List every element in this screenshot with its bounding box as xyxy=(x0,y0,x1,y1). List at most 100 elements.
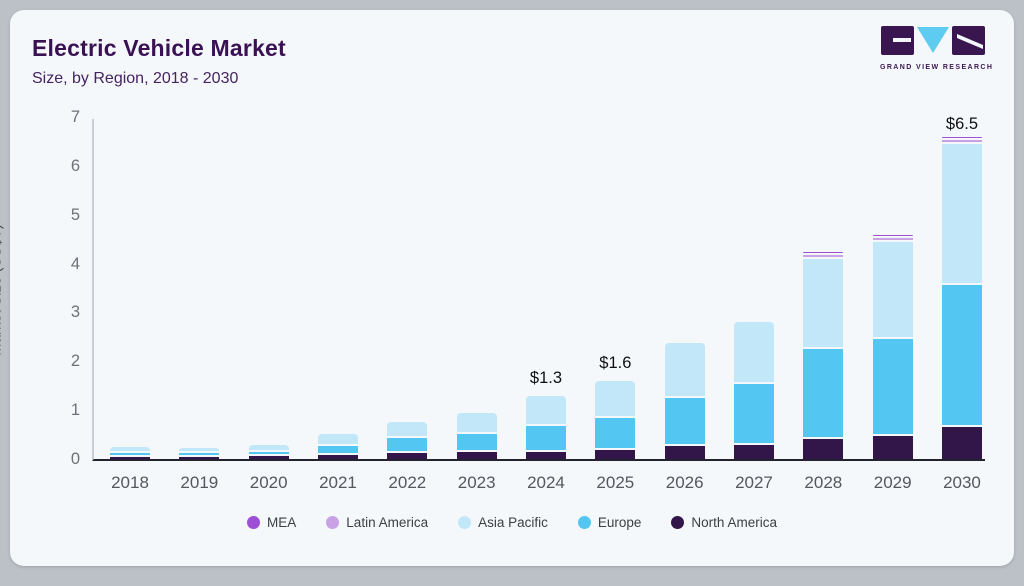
bar-segment-north-america[interactable] xyxy=(248,456,289,459)
page-subtitle: Size, by Region, 2018 - 2030 xyxy=(32,70,239,87)
legend-dot xyxy=(671,516,685,529)
bar-segment-asia-pacific[interactable] xyxy=(456,413,497,432)
bar-2025[interactable] xyxy=(595,380,636,459)
gvr-logo-mark xyxy=(881,26,985,55)
bar-2020[interactable] xyxy=(248,444,289,459)
bar-2019[interactable] xyxy=(179,447,220,459)
bar-segment-europe[interactable] xyxy=(872,338,913,435)
bar-segment-north-america[interactable] xyxy=(387,453,428,459)
bar-2023[interactable] xyxy=(456,413,497,459)
bar-segment-asia-pacific[interactable] xyxy=(110,447,150,452)
bar-segment-north-america[interactable] xyxy=(179,456,220,459)
bar-segment-europe[interactable] xyxy=(248,451,289,455)
legend-item-asia-pacific[interactable]: Asia Pacific xyxy=(458,515,548,530)
bar-segment-europe[interactable] xyxy=(179,453,220,455)
bar-segment-north-america[interactable] xyxy=(664,446,705,459)
bar-segment-mea[interactable] xyxy=(941,136,982,139)
bar-segment-europe[interactable] xyxy=(110,453,150,455)
legend-label: North America xyxy=(691,515,777,530)
bar-segment-north-america[interactable] xyxy=(872,436,913,459)
bar-2018[interactable] xyxy=(110,447,150,459)
bar-segment-asia-pacific[interactable] xyxy=(179,447,220,452)
x-axis-tick-label: 2026 xyxy=(665,473,704,492)
chart-legend: MEA Latin America Asia Pacific Europe North … xyxy=(10,515,1014,530)
bar-segment-north-america[interactable] xyxy=(110,456,150,459)
bar-2028[interactable] xyxy=(803,251,844,459)
bar-segment-north-america[interactable] xyxy=(733,444,774,459)
bar-2022[interactable] xyxy=(387,421,428,459)
bar-value-label: $1.6 xyxy=(599,353,632,372)
legend-dot xyxy=(458,516,472,529)
bar-segment-asia-pacific[interactable] xyxy=(317,434,358,445)
bar-segment-latin-america[interactable] xyxy=(941,140,982,142)
legend-item-north-america[interactable]: North America xyxy=(671,515,777,530)
bar-segment-north-america[interactable] xyxy=(525,452,566,459)
gvr-logo: GRAND VIEW RESEARCH xyxy=(880,26,992,71)
bar-segment-europe[interactable] xyxy=(317,446,358,453)
bar-segment-latin-america[interactable] xyxy=(872,238,913,240)
legend-label: Latin America xyxy=(346,515,429,530)
bar-segment-latin-america[interactable] xyxy=(803,255,844,257)
bar-2029[interactable] xyxy=(872,234,913,459)
bar-2027[interactable] xyxy=(733,322,774,459)
bar-segment-europe[interactable] xyxy=(664,397,705,445)
y-axis-tick-label: 3 xyxy=(70,303,80,322)
plot-area: 0 1 2 3 4 5 6 7 2018 2019 2020 2021 2022 2023 2024 $1.3… xyxy=(71,108,985,492)
bar-segment-europe[interactable] xyxy=(595,417,636,448)
bar-2024[interactable] xyxy=(525,395,566,459)
bar-segment-europe[interactable] xyxy=(525,426,566,451)
bar-2026[interactable] xyxy=(664,343,705,459)
x-axis-tick-label: 2022 xyxy=(388,473,427,492)
bar-segment-europe[interactable] xyxy=(733,384,774,443)
x-axis-tick-label: 2029 xyxy=(873,473,912,492)
bar-segment-asia-pacific[interactable] xyxy=(803,258,844,348)
bar-segment-asia-pacific[interactable] xyxy=(525,395,566,425)
x-axis-tick-label: 2025 xyxy=(596,473,635,492)
bar-segment-mea[interactable] xyxy=(872,234,913,237)
y-axis-tick-label: 0 xyxy=(70,450,80,468)
bar-segment-asia-pacific[interactable] xyxy=(733,322,774,383)
x-axis-tick-label: 2019 xyxy=(180,473,219,492)
legend-item-latin-america[interactable]: Latin America xyxy=(326,515,428,530)
bar-value-label: $1.3 xyxy=(529,368,563,387)
x-axis-tick-label: 2027 xyxy=(735,473,773,492)
y-axis-tick-label: 4 xyxy=(70,254,80,273)
y-axis-tick-label: 6 xyxy=(70,156,80,175)
bar-segment-asia-pacific[interactable] xyxy=(595,380,636,416)
bar-segment-mea[interactable] xyxy=(803,251,844,254)
x-axis-tick-label: 2028 xyxy=(804,473,843,492)
x-axis-tick-label: 2020 xyxy=(249,473,288,492)
bar-segment-asia-pacific[interactable] xyxy=(941,143,982,283)
x-axis-tick-label: 2030 xyxy=(943,473,981,492)
bar-segment-asia-pacific[interactable] xyxy=(664,343,705,396)
bar-segment-europe[interactable] xyxy=(941,284,982,426)
bar-segment-europe[interactable] xyxy=(803,349,844,437)
bar-segment-north-america[interactable] xyxy=(456,452,497,459)
x-axis-tick-label: 2024 xyxy=(527,473,565,492)
x-axis-tick-label: 2018 xyxy=(111,473,149,492)
bar-2030[interactable] xyxy=(941,136,982,459)
bar-segment-asia-pacific[interactable] xyxy=(248,444,289,450)
legend-label: Asia Pacific xyxy=(478,515,548,530)
bar-segment-europe[interactable] xyxy=(387,438,428,452)
y-axis-tick-label: 7 xyxy=(70,108,80,126)
bar-segment-asia-pacific[interactable] xyxy=(872,241,913,337)
bar-segment-north-america[interactable] xyxy=(803,438,844,459)
legend-label: Europe xyxy=(597,515,642,530)
bar-value-label: $6.5 xyxy=(945,114,979,133)
chart-card: Electric Vehicle Market Size, by Region,… xyxy=(0,10,1014,566)
legend-dot xyxy=(247,516,261,529)
bar-2021[interactable] xyxy=(317,434,358,459)
bar-segment-europe[interactable] xyxy=(456,433,497,451)
legend-dot xyxy=(326,516,340,529)
y-axis-tick-label: 2 xyxy=(70,352,80,371)
y-axis-tick-label: 5 xyxy=(70,205,80,224)
bar-segment-north-america[interactable] xyxy=(317,454,358,459)
bar-segment-asia-pacific[interactable] xyxy=(387,421,428,437)
legend-item-mea[interactable]: MEA xyxy=(247,515,296,530)
legend-item-europe[interactable]: Europe xyxy=(577,515,642,530)
bar-segment-north-america[interactable] xyxy=(941,427,982,459)
bar-segment-north-america[interactable] xyxy=(595,449,636,459)
legend-label: MEA xyxy=(267,515,297,530)
legend-dot xyxy=(577,516,591,529)
